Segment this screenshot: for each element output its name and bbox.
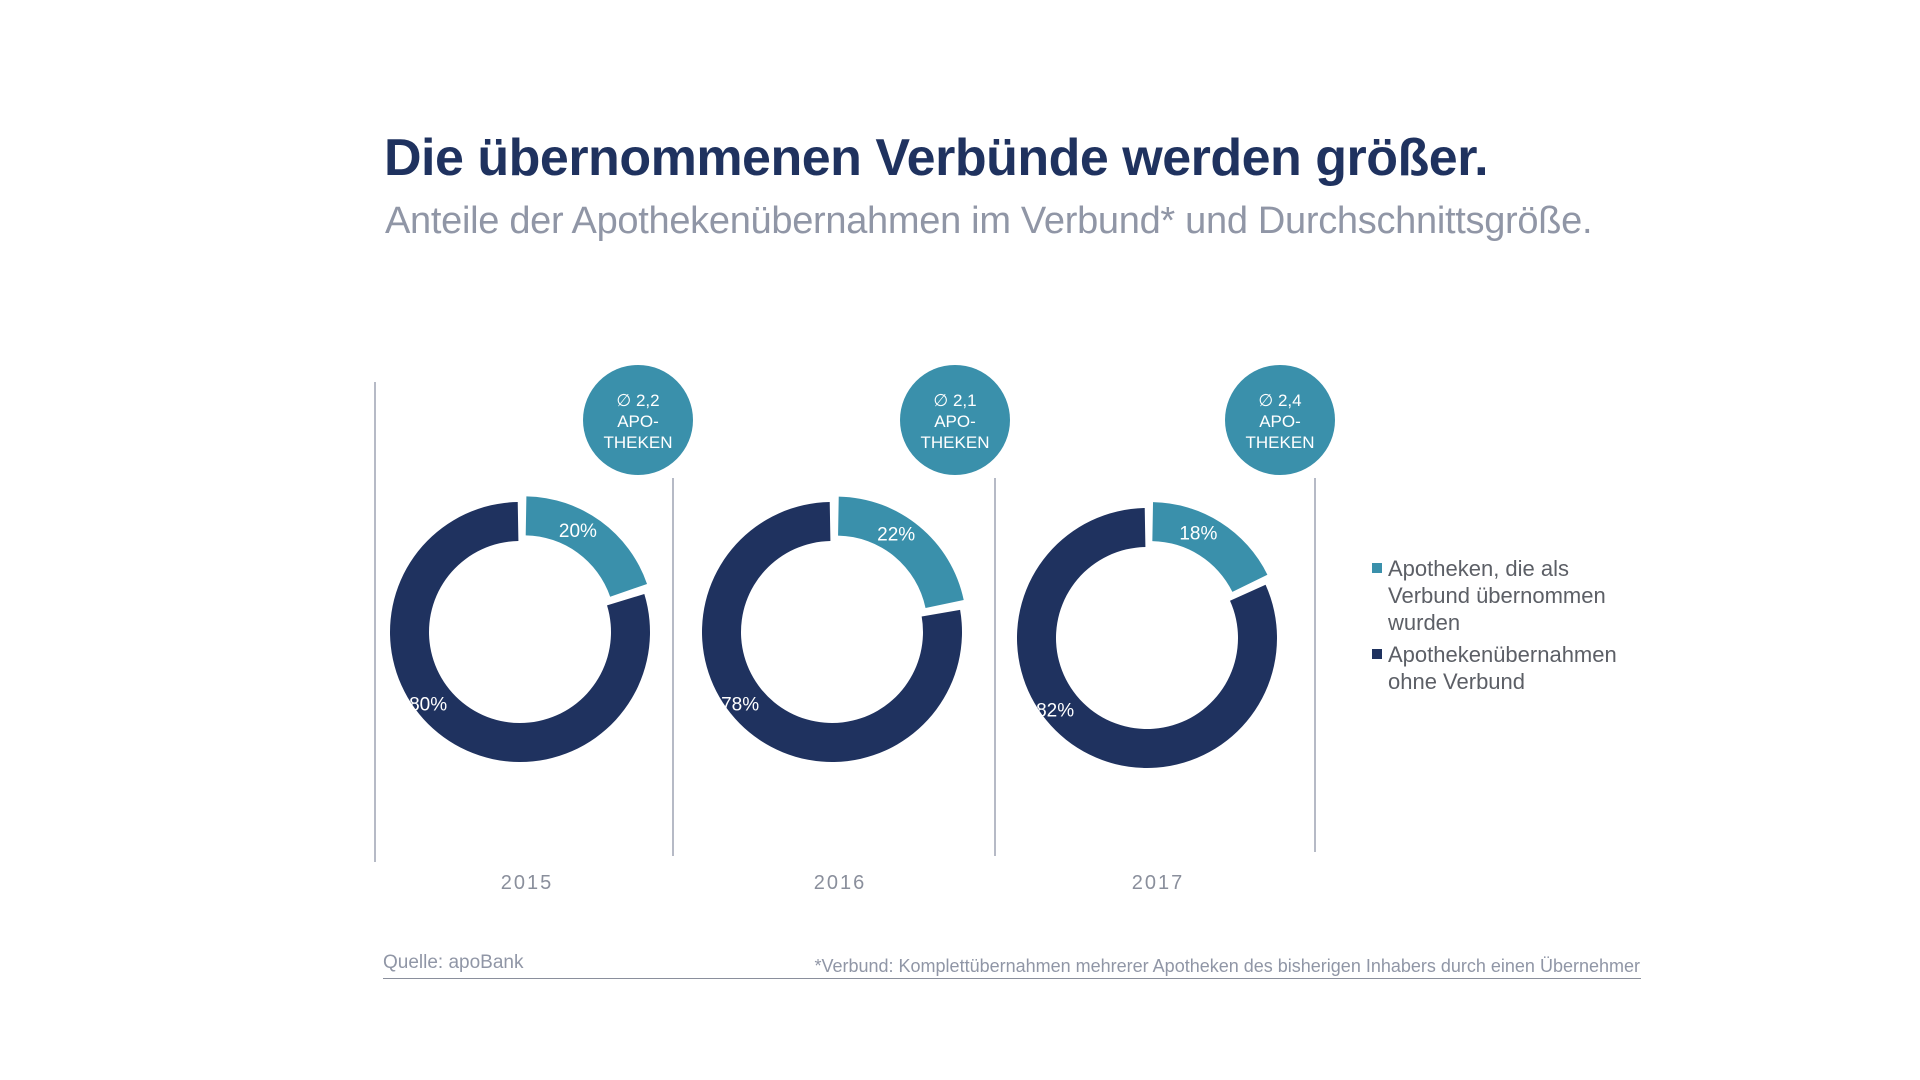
footer-divider bbox=[383, 978, 1641, 979]
bubble-text: ∅ 2,2 bbox=[616, 391, 659, 410]
legend-item-ohne-verbund: Apothekenübernahmen ohne Verbund bbox=[1372, 641, 1648, 695]
year-label-2017: 2017 bbox=[1131, 872, 1185, 894]
legend-label-verbund: Apotheken, die als Verbund übernommen wu… bbox=[1388, 556, 1606, 635]
bubble-text: THEKEN bbox=[1246, 433, 1315, 452]
slice-ohne-verbund bbox=[702, 502, 963, 762]
bubble-circle bbox=[1225, 365, 1335, 475]
donut-2016: 22% 78% bbox=[702, 496, 964, 762]
bubble-text: APO- bbox=[1259, 412, 1301, 431]
slice-ohne-verbund bbox=[1017, 508, 1277, 768]
average-bubble-2015: ∅ 2,2 APO- THEKEN bbox=[583, 365, 693, 475]
slice-label: 18% bbox=[1179, 523, 1217, 544]
average-bubble-2017: ∅ 2,4 APO- THEKEN bbox=[1225, 365, 1335, 475]
slice-label: 22% bbox=[877, 525, 915, 546]
slice-label: 78% bbox=[721, 695, 759, 716]
year-label-2016: 2016 bbox=[813, 872, 867, 894]
chart-title: Die übernommenen Verbünde werden größer. bbox=[384, 129, 1489, 187]
slice-verbund bbox=[1152, 502, 1268, 592]
bubble-text: ∅ 2,4 bbox=[1258, 391, 1301, 410]
slice-ohne-verbund bbox=[389, 502, 650, 762]
bubble-text: THEKEN bbox=[604, 433, 673, 452]
footnote: *Verbund: Komplettübernahmen mehrerer Ap… bbox=[814, 956, 1640, 976]
chart-subtitle: Anteile der Apothekenübernahmen im Verbu… bbox=[385, 200, 1593, 242]
slice-verbund bbox=[838, 496, 964, 608]
bubble-text: THEKEN bbox=[921, 433, 990, 452]
slice-verbund bbox=[525, 496, 648, 597]
bubble-circle bbox=[900, 365, 1010, 475]
donut-2017: 18% 82% bbox=[1017, 502, 1277, 768]
legend: Apotheken, die als Verbund übernommen wu… bbox=[1372, 555, 1648, 700]
bubble-text: APO- bbox=[617, 412, 659, 431]
legend-item-verbund: Apotheken, die als Verbund übernommen wu… bbox=[1372, 555, 1648, 636]
legend-label-ohne-verbund: Apothekenübernahmen ohne Verbund bbox=[1388, 642, 1617, 694]
slice-label: 82% bbox=[1036, 701, 1074, 722]
donut-2015: 20% 80% bbox=[389, 496, 650, 762]
year-label-2015: 2015 bbox=[500, 872, 554, 894]
bubble-text: APO- bbox=[934, 412, 976, 431]
average-bubble-2016: ∅ 2,1 APO- THEKEN bbox=[900, 365, 1010, 475]
source-note: Quelle: apoBank bbox=[383, 952, 524, 973]
slice-label: 20% bbox=[559, 521, 597, 542]
bubble-text: ∅ 2,1 bbox=[933, 391, 976, 410]
legend-swatch-ohne-verbund bbox=[1372, 649, 1382, 659]
slice-label: 80% bbox=[409, 695, 447, 716]
legend-swatch-verbund bbox=[1372, 563, 1382, 573]
bubble-circle bbox=[583, 365, 693, 475]
